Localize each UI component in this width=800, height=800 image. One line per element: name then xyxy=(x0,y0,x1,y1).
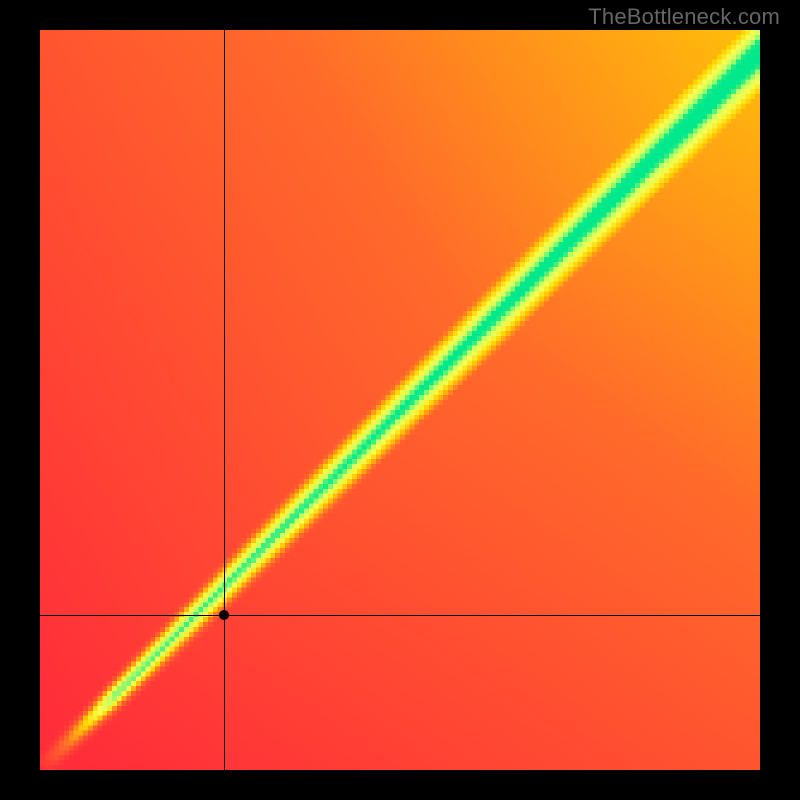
chart-container: TheBottleneck.com xyxy=(0,0,800,800)
crosshair-horizontal xyxy=(40,615,760,616)
heatmap-plot xyxy=(40,30,760,770)
crosshair-marker xyxy=(219,610,229,620)
crosshair-vertical xyxy=(224,30,225,770)
watermark-text: TheBottleneck.com xyxy=(588,4,780,30)
heatmap-canvas xyxy=(40,30,760,770)
